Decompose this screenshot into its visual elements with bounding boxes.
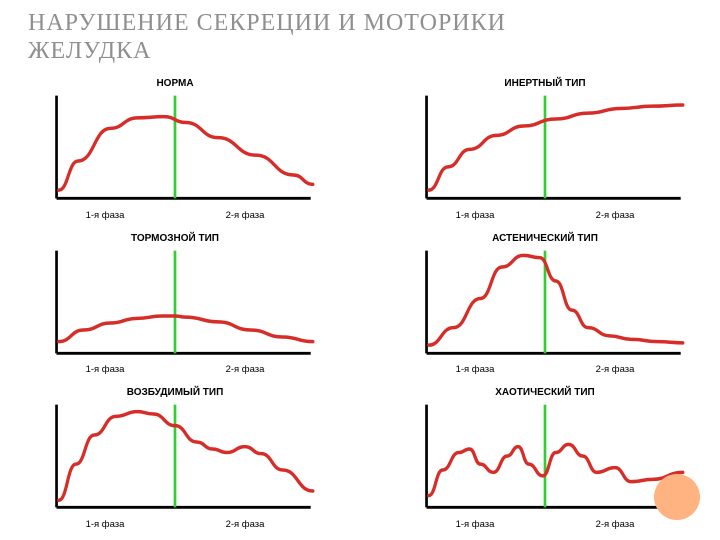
chart-grid: НОРМА 1-я фаза 2-я фаза ИНЕРТНЫЙ ТИП 1-я фаз… xyxy=(35,78,685,530)
curve xyxy=(429,255,683,345)
xlabel-right: 2-я фаза xyxy=(226,210,265,221)
curve xyxy=(429,445,683,496)
x-labels: 1-я фаза 2-я фаза xyxy=(35,210,315,221)
chart-area xyxy=(35,91,315,208)
panel-title: ИНЕРТНЫЙ ТИП xyxy=(405,78,685,89)
xlabel-right: 2-я фаза xyxy=(226,519,265,530)
title-line-2: ЖЕЛУДКА xyxy=(28,38,506,66)
curve xyxy=(429,105,683,190)
chart-area xyxy=(405,91,685,208)
chart-svg xyxy=(35,246,315,363)
xlabel-left: 1-я фаза xyxy=(86,519,125,530)
title-line-1: НАРУШЕНИЕ СЕКРЕЦИИ И МОТОРИКИ xyxy=(28,10,506,38)
chart-area xyxy=(405,246,685,363)
chart-area xyxy=(35,246,315,363)
curve xyxy=(59,412,313,501)
xlabel-right: 2-я фаза xyxy=(596,364,635,375)
decorative-circle-icon xyxy=(654,474,700,520)
curve xyxy=(59,117,313,190)
page-title: НАРУШЕНИЕ СЕКРЕЦИИ И МОТОРИКИ ЖЕЛУДКА xyxy=(28,10,506,65)
chart-svg xyxy=(405,400,685,517)
panel-title: ВОЗБУДИМЫЙ ТИП xyxy=(35,387,315,398)
x-labels: 1-я фаза 2-я фаза xyxy=(35,364,315,375)
xlabel-left: 1-я фаза xyxy=(456,210,495,221)
chart-panel-5: ХАОТИЧЕСКИЙ ТИП 1-я фаза 2-я фаза xyxy=(405,387,685,530)
x-labels: 1-я фаза 2-я фаза xyxy=(405,210,685,221)
x-labels: 1-я фаза 2-я фаза xyxy=(405,364,685,375)
x-labels: 1-я фаза 2-я фаза xyxy=(405,519,685,530)
xlabel-left: 1-я фаза xyxy=(456,519,495,530)
panel-title: ХАОТИЧЕСКИЙ ТИП xyxy=(405,387,685,398)
curve xyxy=(59,316,313,342)
chart-area xyxy=(35,400,315,517)
chart-panel-1: ИНЕРТНЫЙ ТИП 1-я фаза 2-я фаза xyxy=(405,78,685,221)
chart-svg xyxy=(35,400,315,517)
xlabel-left: 1-я фаза xyxy=(456,364,495,375)
chart-panel-0: НОРМА 1-я фаза 2-я фаза xyxy=(35,78,315,221)
xlabel-right: 2-я фаза xyxy=(596,210,635,221)
x-labels: 1-я фаза 2-я фаза xyxy=(35,519,315,530)
chart-svg xyxy=(405,246,685,363)
panel-title: ТОРМОЗНОЙ ТИП xyxy=(35,233,315,244)
chart-panel-3: АСТЕНИЧЕСКИЙ ТИП 1-я фаза 2-я фаза xyxy=(405,233,685,376)
chart-svg xyxy=(35,91,315,208)
chart-svg xyxy=(405,91,685,208)
xlabel-left: 1-я фаза xyxy=(86,364,125,375)
xlabel-right: 2-я фаза xyxy=(226,364,265,375)
panel-title: АСТЕНИЧЕСКИЙ ТИП xyxy=(405,233,685,244)
chart-panel-4: ВОЗБУДИМЫЙ ТИП 1-я фаза 2-я фаза xyxy=(35,387,315,530)
xlabel-right: 2-я фаза xyxy=(596,519,635,530)
chart-area xyxy=(405,400,685,517)
xlabel-left: 1-я фаза xyxy=(86,210,125,221)
chart-panel-2: ТОРМОЗНОЙ ТИП 1-я фаза 2-я фаза xyxy=(35,233,315,376)
panel-title: НОРМА xyxy=(35,78,315,89)
